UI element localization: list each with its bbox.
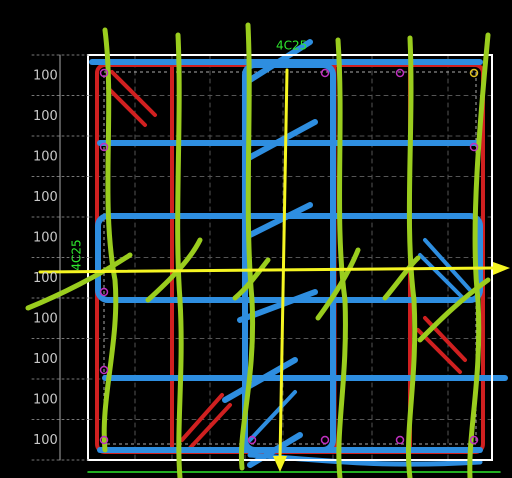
- rebar-splice: [315, 247, 361, 321]
- dimension-label: 100: [33, 109, 58, 124]
- tie-hook: [247, 39, 313, 83]
- tie-hook: [248, 390, 297, 442]
- axis-line: [38, 266, 497, 274]
- bar-marker: [99, 287, 109, 297]
- bar-marker: [99, 68, 109, 78]
- rebar-splice: [417, 277, 491, 343]
- tie-hook: [242, 119, 318, 163]
- stirrup-hook: [110, 70, 157, 117]
- bar-marker: [395, 68, 405, 78]
- dimension-label: 100: [33, 393, 58, 408]
- tie-hook: [423, 238, 472, 292]
- rebar-splice: [232, 257, 271, 301]
- main-rebar: [467, 32, 491, 478]
- bar-marker: [99, 142, 109, 152]
- dimension-label: 100: [33, 312, 58, 327]
- bar-marker: [469, 68, 479, 78]
- stirrup-hook: [180, 393, 224, 442]
- tie-hook: [247, 202, 313, 238]
- axis-arrow: [493, 262, 510, 275]
- dimension-label: 100: [33, 271, 58, 286]
- dimension-label: 100: [33, 231, 58, 246]
- bar-marker: [395, 435, 405, 445]
- main-rebar: [335, 37, 348, 478]
- rebar-splice: [382, 255, 421, 301]
- main-rebar: [101, 27, 119, 453]
- dimension-label: 100: [33, 150, 58, 165]
- tie-loop: [242, 62, 336, 453]
- bar-marker: [247, 435, 257, 445]
- bar-marker: [469, 142, 479, 152]
- dimension-label: 100: [33, 433, 58, 448]
- bar-marker: [320, 435, 330, 445]
- bar-marker: [99, 435, 109, 445]
- dimension-label: 100: [33, 352, 58, 367]
- main-rebar: [238, 22, 256, 471]
- axis-line: [278, 68, 289, 462]
- bar-marker: [99, 365, 109, 375]
- dimension-label: 100: [33, 69, 58, 84]
- dimension-label: 100: [33, 190, 58, 205]
- rebar-annotation: 4C25: [70, 239, 84, 270]
- tie-hook: [222, 357, 298, 403]
- tie-hook: [418, 253, 467, 302]
- stirrup-hook: [188, 403, 232, 450]
- stirrup-hook: [106, 86, 147, 127]
- axis-arrow: [273, 456, 287, 472]
- main-rebar: [175, 32, 184, 478]
- bar-marker: [469, 435, 479, 445]
- main-rebar: [406, 35, 418, 478]
- rebar-splice: [25, 252, 133, 311]
- bar-marker: [320, 68, 330, 78]
- rebar-annotation: 4C25: [276, 39, 307, 53]
